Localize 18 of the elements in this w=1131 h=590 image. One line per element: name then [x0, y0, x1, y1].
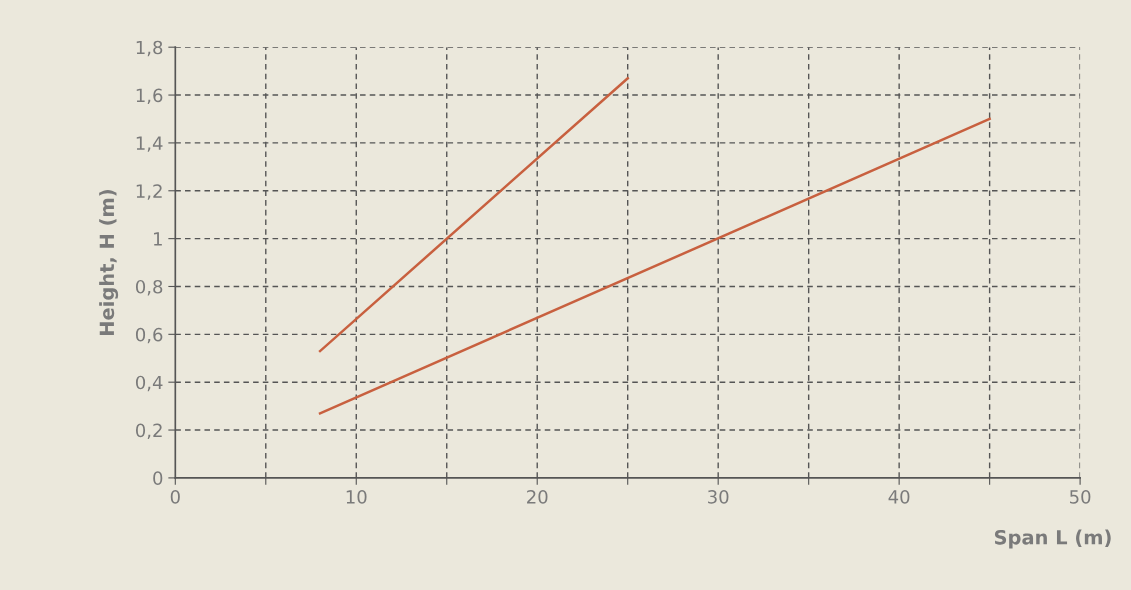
x-tick-label: 40 [888, 490, 910, 504]
x-tick-label: 20 [527, 490, 548, 504]
y-tick-label: 0 [153, 471, 163, 486]
y-tick-label: 1 [153, 232, 162, 246]
y-tick-label: 1,6 [136, 88, 163, 105]
y-axis-title: Height, H (m) [99, 190, 119, 335]
x-axis-title: Span L (m) [994, 529, 1111, 549]
y-tick-label: 0,4 [135, 375, 163, 392]
y-tick-label: 0,8 [135, 279, 163, 296]
y-tick-label: 0,2 [135, 423, 162, 439]
y-tick-label: 0,6 [135, 327, 163, 344]
y-tick-label: 1,2 [136, 184, 162, 200]
x-tick-label: 30 [708, 490, 729, 504]
x-tick-label: 0 [170, 490, 180, 504]
x-tick-label: 50 [1070, 490, 1091, 504]
x-tick-label: 10 [346, 490, 367, 504]
y-tick-label: 1,8 [136, 40, 163, 57]
y-tick-label: 1,4 [136, 136, 163, 152]
